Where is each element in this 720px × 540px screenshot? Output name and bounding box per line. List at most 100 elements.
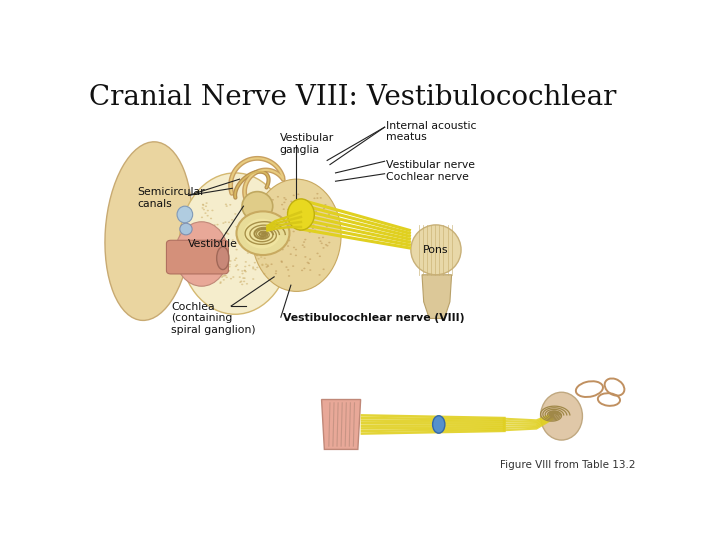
Circle shape bbox=[222, 222, 225, 224]
Ellipse shape bbox=[236, 211, 289, 255]
Circle shape bbox=[271, 199, 274, 201]
Circle shape bbox=[241, 270, 243, 272]
Circle shape bbox=[299, 230, 301, 231]
Circle shape bbox=[255, 238, 258, 240]
Circle shape bbox=[205, 202, 207, 204]
Circle shape bbox=[202, 235, 204, 237]
Circle shape bbox=[328, 213, 330, 215]
Circle shape bbox=[237, 227, 240, 228]
Circle shape bbox=[203, 209, 205, 211]
Ellipse shape bbox=[177, 206, 193, 223]
Circle shape bbox=[221, 276, 223, 278]
Circle shape bbox=[240, 226, 243, 227]
Circle shape bbox=[325, 244, 327, 246]
Circle shape bbox=[211, 272, 213, 273]
Circle shape bbox=[297, 211, 299, 213]
Circle shape bbox=[268, 218, 270, 219]
Circle shape bbox=[254, 230, 256, 232]
Ellipse shape bbox=[217, 247, 229, 269]
Circle shape bbox=[297, 193, 300, 195]
Circle shape bbox=[269, 235, 271, 237]
Circle shape bbox=[260, 232, 263, 233]
Circle shape bbox=[312, 209, 315, 211]
Circle shape bbox=[256, 213, 258, 214]
Circle shape bbox=[241, 242, 243, 244]
Circle shape bbox=[292, 202, 294, 204]
Circle shape bbox=[202, 281, 204, 283]
Circle shape bbox=[256, 254, 258, 256]
Circle shape bbox=[207, 254, 209, 255]
Circle shape bbox=[304, 218, 306, 220]
Circle shape bbox=[294, 254, 297, 256]
Circle shape bbox=[234, 259, 236, 261]
Circle shape bbox=[275, 270, 277, 272]
Circle shape bbox=[225, 221, 227, 223]
Circle shape bbox=[307, 262, 310, 264]
Circle shape bbox=[220, 235, 222, 237]
Circle shape bbox=[324, 204, 327, 206]
Ellipse shape bbox=[411, 225, 461, 275]
Circle shape bbox=[318, 237, 320, 239]
Circle shape bbox=[281, 261, 283, 263]
Circle shape bbox=[258, 226, 260, 227]
Circle shape bbox=[210, 218, 212, 219]
Circle shape bbox=[228, 270, 230, 272]
Circle shape bbox=[204, 261, 206, 263]
Circle shape bbox=[320, 240, 322, 242]
Circle shape bbox=[234, 213, 236, 215]
Circle shape bbox=[261, 264, 264, 265]
Circle shape bbox=[235, 249, 238, 251]
Circle shape bbox=[280, 260, 283, 262]
Circle shape bbox=[203, 235, 205, 237]
Circle shape bbox=[292, 231, 294, 232]
Circle shape bbox=[228, 233, 230, 235]
Text: Vestibular
ganglia: Vestibular ganglia bbox=[280, 133, 334, 154]
Circle shape bbox=[266, 252, 268, 253]
Circle shape bbox=[266, 208, 269, 210]
Circle shape bbox=[262, 211, 265, 213]
Circle shape bbox=[202, 275, 204, 277]
Circle shape bbox=[245, 237, 247, 239]
Ellipse shape bbox=[175, 222, 228, 286]
Circle shape bbox=[231, 219, 233, 221]
Circle shape bbox=[247, 226, 249, 227]
Circle shape bbox=[320, 242, 323, 244]
Circle shape bbox=[265, 264, 267, 265]
Circle shape bbox=[283, 201, 286, 203]
Text: Pons: Pons bbox=[423, 245, 449, 255]
Circle shape bbox=[217, 230, 220, 231]
Text: Internal acoustic
meatus: Internal acoustic meatus bbox=[386, 120, 476, 142]
Circle shape bbox=[264, 210, 266, 212]
Text: Semicircular
canals: Semicircular canals bbox=[138, 187, 205, 208]
Circle shape bbox=[287, 245, 289, 247]
Circle shape bbox=[315, 211, 317, 212]
Circle shape bbox=[235, 242, 237, 244]
Circle shape bbox=[222, 279, 225, 281]
Circle shape bbox=[328, 242, 330, 244]
Circle shape bbox=[237, 231, 239, 233]
Circle shape bbox=[228, 266, 230, 267]
Circle shape bbox=[239, 281, 241, 283]
Circle shape bbox=[227, 262, 229, 264]
Circle shape bbox=[220, 271, 222, 273]
Circle shape bbox=[255, 217, 257, 219]
Circle shape bbox=[218, 264, 220, 266]
Polygon shape bbox=[422, 275, 451, 319]
Circle shape bbox=[313, 198, 315, 199]
Circle shape bbox=[228, 221, 230, 223]
Circle shape bbox=[244, 266, 246, 267]
Circle shape bbox=[249, 210, 251, 211]
Circle shape bbox=[221, 241, 223, 242]
Circle shape bbox=[261, 232, 263, 233]
Ellipse shape bbox=[180, 223, 192, 235]
Circle shape bbox=[243, 281, 246, 282]
Circle shape bbox=[265, 213, 267, 215]
Circle shape bbox=[235, 226, 238, 227]
Circle shape bbox=[201, 271, 203, 273]
Circle shape bbox=[318, 274, 320, 276]
Ellipse shape bbox=[179, 173, 291, 314]
Circle shape bbox=[328, 230, 330, 232]
Circle shape bbox=[241, 284, 243, 285]
Circle shape bbox=[202, 204, 204, 206]
Circle shape bbox=[282, 208, 285, 210]
